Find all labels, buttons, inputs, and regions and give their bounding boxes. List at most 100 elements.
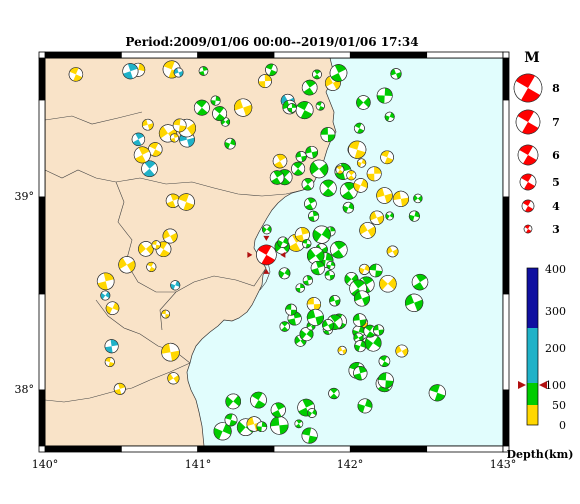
beachball-quadrant [295, 423, 302, 428]
beachball-quadrant [325, 270, 330, 276]
beachball-quadrant [302, 239, 308, 244]
beachball-quadrant [214, 106, 225, 114]
beachball-quadrant [353, 313, 360, 321]
beachball-rim [380, 150, 394, 165]
highlight-marker [263, 235, 270, 241]
map-title: Period:2009/01/06 00:00--2019/01/06 17:3… [125, 35, 418, 49]
depth-tick-label: 100 [545, 379, 566, 392]
beachball-quadrant [215, 95, 221, 102]
beachball-quadrant [413, 195, 418, 202]
focal-mechanism [358, 263, 370, 275]
x-tick-label: 141° [185, 458, 212, 471]
magnitude-legend-ball [517, 144, 539, 166]
frame-bar-bottom [273, 445, 351, 453]
beachball-quadrant [299, 329, 307, 340]
focal-mechanism [302, 239, 312, 249]
focal-mechanism [377, 372, 394, 389]
beachball-quadrant [322, 179, 334, 189]
beachball-quadrant [266, 225, 272, 233]
beachball-quadrant [273, 161, 284, 169]
beachball-rim [306, 308, 324, 326]
beachball-quadrant [144, 160, 156, 169]
focal-mechanism [100, 290, 111, 301]
focal-mechanism [141, 118, 154, 131]
beachball-rim [517, 144, 539, 166]
focal-mechanism [309, 159, 329, 179]
beachball-quadrant [314, 69, 321, 75]
beachball-rim [301, 79, 318, 96]
focal-mechanism [285, 303, 298, 316]
depth-tick-label: 50 [552, 399, 566, 412]
beachball-quadrant [284, 268, 291, 277]
beachball-rim [353, 178, 368, 193]
beachball-rim [279, 321, 290, 332]
beachball-rim [408, 210, 420, 222]
focal-mechanism [258, 74, 272, 88]
focal-mechanism [369, 263, 383, 278]
beachball-rim [364, 334, 382, 352]
focal-mechanism [376, 87, 393, 104]
beachball-quadrant [279, 177, 291, 185]
beachball-quadrant [415, 274, 427, 283]
beachball-quadrant [400, 197, 409, 207]
depth-tick-label: 300 [545, 305, 566, 318]
x-tick-label: 142° [337, 458, 364, 471]
focal-mechanism [326, 260, 336, 270]
beachball-rim [148, 142, 163, 157]
focal-mechanism [295, 151, 307, 163]
focal-mechanism [250, 391, 267, 409]
beachball-rim [335, 165, 345, 175]
beachball-quadrant [256, 426, 262, 432]
focal-mechanism [133, 146, 151, 164]
beachball-rim [352, 313, 367, 327]
frame-bar-bottom [44, 445, 122, 453]
beachball-quadrant [343, 182, 356, 191]
beachball-quadrant [366, 331, 375, 338]
beachball-quadrant [225, 396, 234, 408]
beachball-quadrant [322, 188, 335, 197]
focal-mechanism [224, 413, 238, 427]
frame-bar-right [502, 293, 510, 391]
focal-mechanism [169, 133, 180, 143]
focal-mechanism [304, 197, 317, 211]
magnitude-legend-label: 3 [552, 223, 560, 236]
beachball-rim [295, 283, 305, 293]
beachball-quadrant [524, 225, 530, 229]
beachball-rim [146, 261, 157, 272]
beachball-quadrant [277, 239, 283, 247]
beachball-quadrant [281, 95, 288, 105]
beachball-quadrant [196, 107, 208, 116]
beachball-quadrant [69, 67, 79, 75]
beachball-quadrant [279, 424, 289, 435]
beachball-quadrant [354, 123, 362, 129]
beachball-quadrant [293, 162, 303, 169]
focal-mechanism [172, 118, 187, 133]
focal-mechanism [272, 153, 288, 169]
beachball-rim [378, 355, 391, 367]
beachball-quadrant [282, 237, 289, 245]
beachball-quadrant [261, 421, 267, 428]
beachball-quadrant [360, 178, 368, 189]
beachball-quadrant [387, 246, 393, 255]
beachball-quadrant [330, 226, 336, 232]
beachball-quadrant [126, 260, 136, 272]
beachball-quadrant [364, 325, 374, 332]
focal-mechanism [413, 193, 423, 204]
beachball-quadrant [161, 343, 171, 354]
frame-bar-top [273, 51, 351, 59]
beachball-rim [324, 270, 335, 281]
beachball-quadrant [310, 161, 319, 175]
beachball-quadrant [330, 261, 335, 267]
beachball-rim [329, 64, 348, 82]
beachball-rim [392, 190, 409, 207]
focal-mechanism [335, 165, 345, 175]
focal-mechanism [357, 398, 373, 414]
focal-mechanism [148, 142, 163, 157]
beachball-quadrant [312, 409, 317, 416]
beachball-quadrant [517, 110, 534, 122]
beachball-quadrant [347, 175, 355, 180]
beachball-quadrant [152, 149, 162, 157]
beachball-rim [224, 137, 236, 150]
beachball-quadrant [523, 155, 537, 165]
